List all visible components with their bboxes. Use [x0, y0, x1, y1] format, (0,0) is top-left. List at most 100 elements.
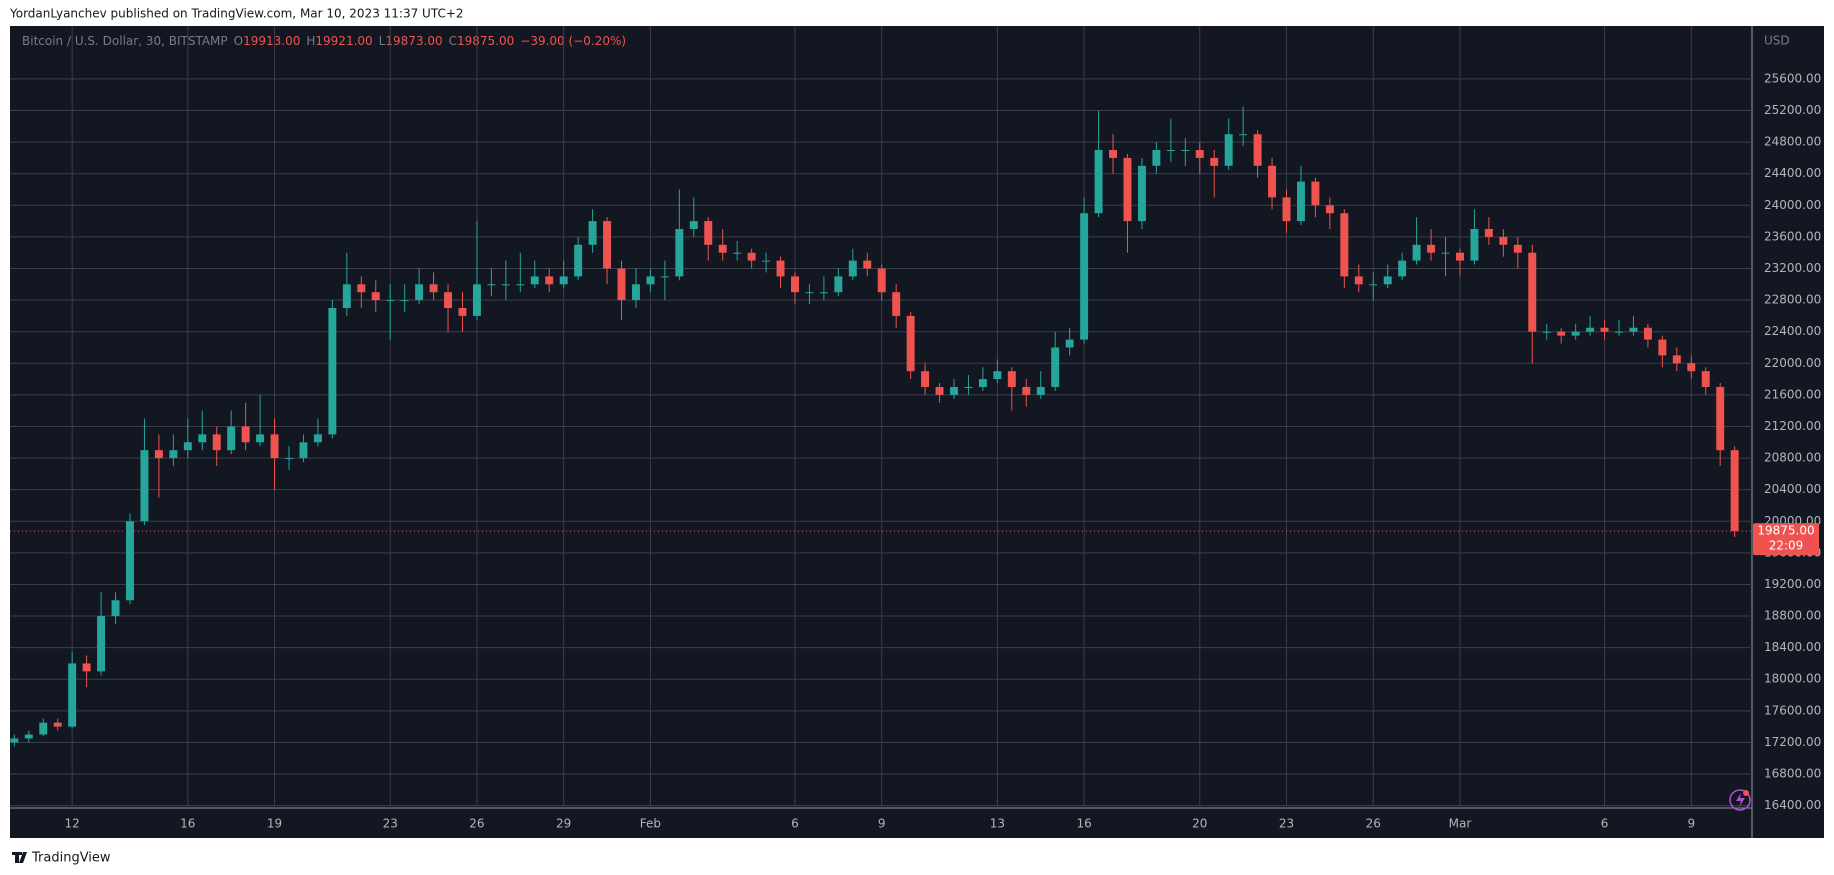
status-dot [1743, 790, 1749, 796]
candle-body [212, 434, 221, 451]
candle-body [791, 276, 799, 293]
candle-body [675, 229, 684, 277]
candle-body [1109, 150, 1118, 158]
candle-body [906, 315, 915, 372]
y-tick-label: 22400.00 [1764, 324, 1821, 338]
candle-body [1137, 165, 1146, 222]
x-tick-label: 23 [383, 817, 398, 831]
candle-body [964, 386, 973, 388]
y-tick-label: 18000.00 [1764, 672, 1821, 686]
candle-body [415, 284, 424, 301]
y-tick-label: 25200.00 [1764, 103, 1821, 117]
candle-body [559, 276, 568, 285]
candle-body [516, 284, 525, 286]
x-tick-label: 6 [1601, 817, 1609, 831]
candle-body [386, 300, 395, 302]
candle-body [458, 307, 467, 316]
candle-body [1687, 363, 1696, 372]
candle-body [24, 734, 33, 739]
y-tick-label: 19200.00 [1764, 577, 1821, 591]
candle-body [342, 284, 351, 308]
candle-body [1253, 134, 1262, 166]
candle-body [10, 738, 19, 743]
candle-body [1325, 205, 1334, 214]
x-tick-label: 9 [878, 817, 886, 831]
candle-body [1398, 260, 1407, 277]
candle-body [1152, 150, 1161, 166]
y-tick-label: 24800.00 [1764, 135, 1821, 149]
candle-body [1224, 134, 1233, 166]
candle-body [39, 722, 48, 735]
symbol: Bitcoin / U.S. Dollar, 30, BITSTAMP [22, 34, 228, 48]
candle-body [328, 307, 337, 435]
candle-body [834, 276, 843, 293]
candle-body [429, 284, 438, 293]
legend-change: −39.00 (−0.20%) [520, 34, 626, 48]
candle-body [1499, 236, 1508, 245]
candle-body [1586, 327, 1595, 332]
legend-value: 19873.00 [385, 34, 442, 48]
header-text: YordanLyanchev published on TradingView.… [9, 7, 464, 21]
candle-body [1701, 371, 1710, 387]
candle-body [1716, 386, 1725, 451]
candle-body [1557, 331, 1566, 336]
candle-body [863, 260, 872, 269]
candle-body [169, 450, 178, 459]
candle-body [950, 386, 958, 395]
y-tick-label: 22000.00 [1764, 356, 1821, 370]
candle-body [762, 260, 771, 262]
candle-body [877, 268, 886, 293]
y-tick-label: 23200.00 [1764, 261, 1821, 275]
candle-body [1022, 386, 1031, 395]
candle-body [1528, 252, 1537, 332]
status-icon-bolt [1736, 793, 1745, 807]
candle-body [313, 434, 322, 443]
y-tick-label: 21200.00 [1764, 419, 1821, 433]
x-tick-label: 20 [1192, 817, 1207, 831]
candle-body [1036, 386, 1045, 395]
candle-body [1643, 327, 1652, 340]
candle-body [1296, 181, 1305, 222]
candle-body [1181, 150, 1190, 152]
candle-body [1080, 213, 1089, 340]
candle-body [126, 521, 134, 601]
candle-body [631, 284, 640, 301]
candle-body [1629, 327, 1638, 332]
candle-body [82, 663, 91, 672]
y-tick-label: 17200.00 [1764, 735, 1821, 749]
candle-body [530, 276, 539, 285]
legend-value: 19913.00 [243, 34, 300, 48]
candle-body [1268, 165, 1277, 198]
candle-body [1065, 339, 1074, 348]
y-tick-label: 18400.00 [1764, 640, 1821, 654]
candle-body [371, 292, 380, 301]
candle-body [660, 276, 669, 278]
legend-key: C [449, 34, 457, 48]
y-tick-label: 20400.00 [1764, 482, 1821, 496]
x-tick-label: 29 [556, 817, 571, 831]
candle-body [1383, 276, 1392, 285]
candle-body [603, 221, 612, 269]
candle-body [718, 244, 727, 253]
candle-body [285, 458, 293, 460]
candle-body [1456, 252, 1464, 261]
candle-body [1369, 284, 1378, 286]
candle-body [805, 292, 814, 294]
candle-body [1166, 150, 1175, 152]
candle-body [241, 426, 250, 443]
candle-body [704, 221, 713, 245]
candle-body [1094, 150, 1103, 214]
candle-body [1427, 244, 1436, 253]
candle-body [892, 292, 901, 316]
candle-body [978, 379, 987, 387]
candle-body [1615, 331, 1623, 333]
candle-body [400, 300, 409, 302]
last-price-label: 19875.00 [1757, 524, 1814, 538]
candle-body [183, 442, 192, 451]
candle-body [1354, 276, 1363, 285]
footer-logo-mark [12, 852, 27, 863]
footer-text: TradingView [31, 851, 111, 866]
y-tick-label: 24400.00 [1764, 166, 1821, 180]
